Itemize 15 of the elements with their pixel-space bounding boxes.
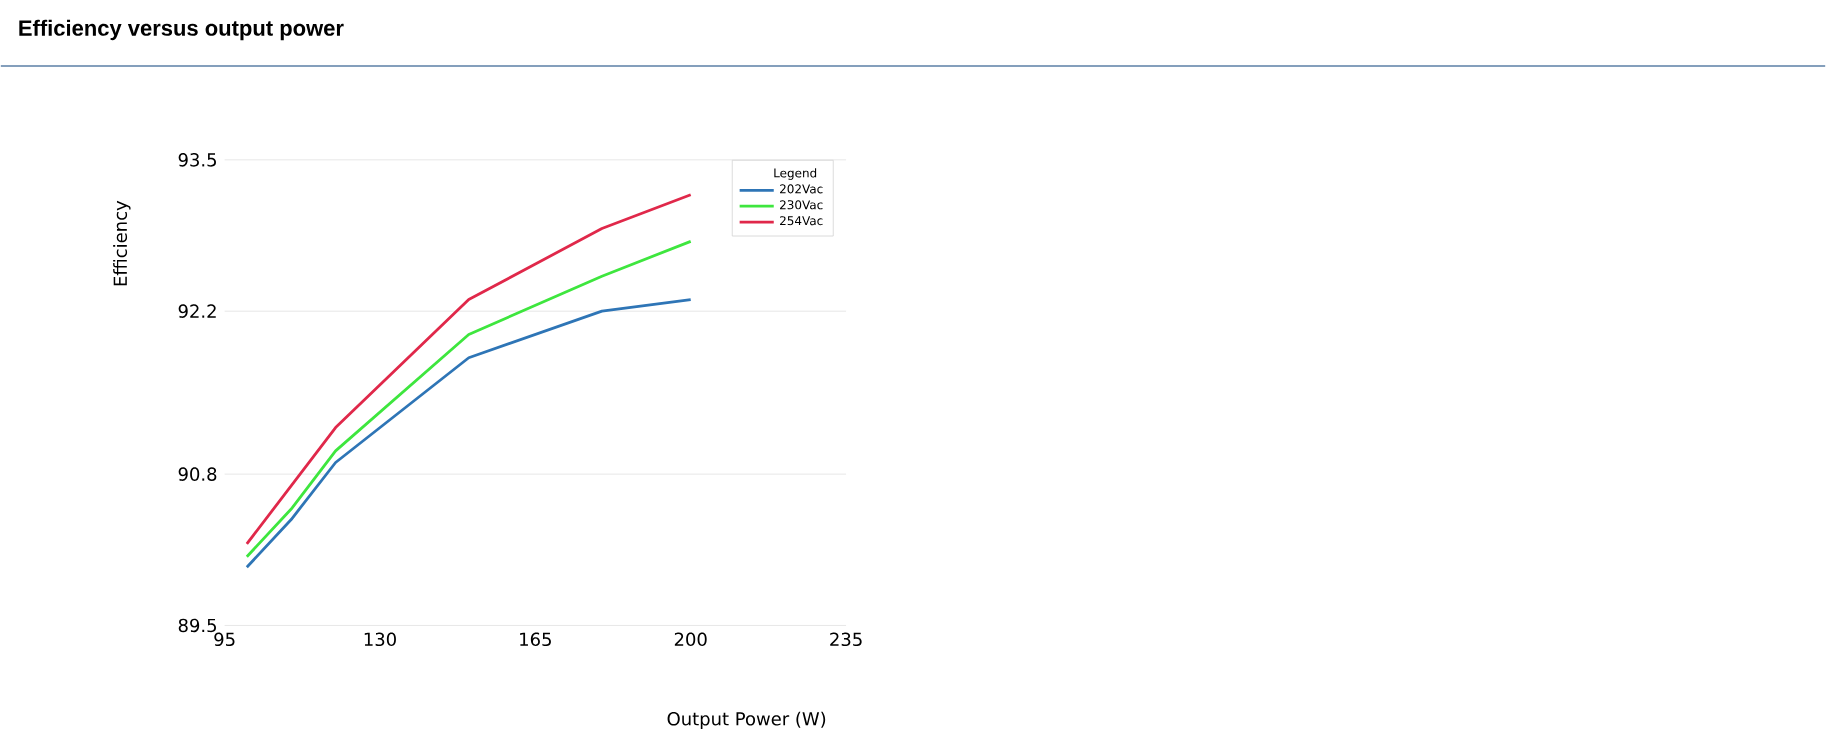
line-series: [245, 298, 693, 569]
chart-title: Efficiency versus output power: [19, 19, 344, 41]
y-tick-label: 92.2: [178, 304, 216, 319]
line-series: [245, 240, 693, 559]
x-tick-label: 95: [214, 632, 235, 647]
x-tick-label: 200: [674, 632, 707, 647]
y-tick-label: 93.5: [178, 153, 216, 167]
x-tick-label: 235: [830, 632, 862, 647]
y-axis-title: Efficiency: [113, 201, 131, 286]
y-tick-label: 89.5: [178, 618, 216, 633]
y-tick-label: 90.8: [178, 467, 217, 482]
x-axis-title: Output Power (W): [667, 711, 826, 730]
line-series: [245, 193, 693, 546]
x-tick-label: 165: [520, 632, 551, 647]
x-tick-label: 130: [364, 632, 396, 647]
